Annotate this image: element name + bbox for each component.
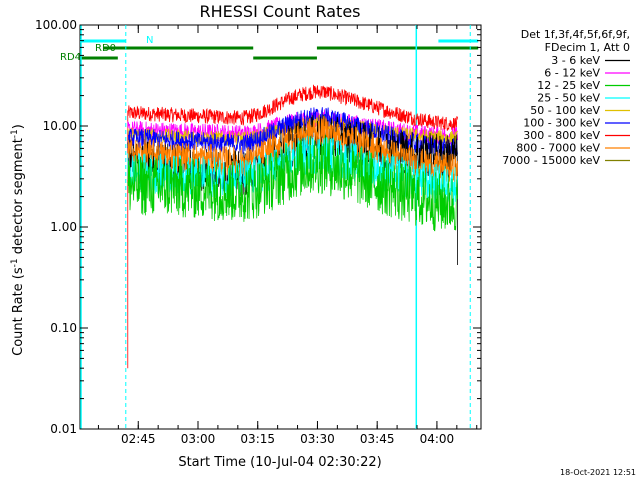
series-line-300to800keV (127, 84, 458, 369)
y-tick-label: 100.00 (35, 18, 77, 32)
legend-label: 800 - 7000 keV (516, 142, 600, 155)
chart-title: RHESSI Count Rates (200, 2, 361, 21)
x-tick-label: 03:15 (240, 432, 275, 446)
rd4-label: RD4 (60, 52, 81, 63)
x-tick-label: 04:00 (420, 432, 455, 446)
x-tick-label: 03:30 (300, 432, 335, 446)
legend-label: 300 - 800 keV (523, 129, 600, 142)
legend-label: 6 - 12 keV (544, 67, 600, 80)
y-axis-label: Count Rate (s-1 detector segment-1) (10, 124, 26, 356)
legend-label: 100 - 300 keV (523, 117, 600, 130)
y-axis-label-close: ) (11, 124, 26, 129)
legend: Det 1f,3f,4f,5f,6f,9f, FDecim 1, Att 0 3… (502, 28, 630, 167)
y-tick-label: 0.10 (50, 321, 77, 335)
y-axis-label-mid: detector segment (11, 138, 26, 258)
instrument-state-annotations: RD0 RD4 N (60, 25, 479, 429)
y-tick-label: 1.00 (50, 220, 77, 234)
legend-label: 3 - 6 keV (551, 54, 600, 67)
y-axis-label-sup-1: -1 (10, 258, 20, 267)
legend-label: 7000 - 15000 keV (502, 154, 600, 167)
x-tick-label: 02:45 (121, 432, 156, 446)
x-tick-label: 03:00 (181, 432, 216, 446)
legend-label: 12 - 25 keV (537, 79, 600, 92)
y-tick-label: 0.01 (50, 422, 77, 436)
y-axis-label-main: Count Rate (s (11, 267, 26, 356)
y-tick-label: 10.00 (43, 119, 77, 133)
series-line-12to25keV (127, 134, 458, 232)
legend-header-line1: Det 1f,3f,4f,5f,6f,9f, (521, 28, 630, 41)
series-line-800to7000keV (127, 115, 458, 184)
timestamp: 18-Oct-2021 12:51 (560, 468, 636, 477)
y-axis-label-sup-2: -1 (10, 129, 20, 138)
series-line-6to12keV (127, 109, 458, 145)
legend-label: 25 - 50 keV (537, 92, 600, 105)
n-label: N (146, 35, 153, 46)
plot-frame (79, 24, 482, 430)
x-axis-label: Start Time (10-Jul-04 02:30:22) (178, 455, 381, 470)
legend-header-line2: FDecim 1, Att 0 (545, 41, 630, 54)
legend-label: 50 - 100 keV (530, 104, 600, 117)
series-layer (127, 84, 458, 369)
x-tick-label: 03:45 (360, 432, 395, 446)
axes: 100.00 10.00 1.00 0.10 0.01 02:45 03:00 03:15 03… (35, 18, 481, 446)
